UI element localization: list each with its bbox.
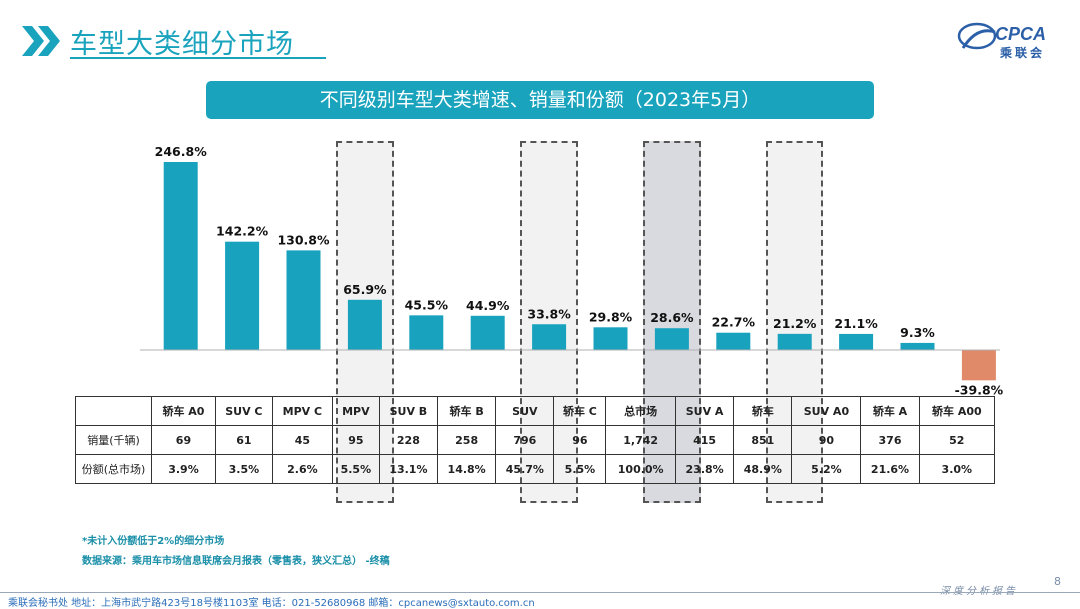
share-row-label: 份额(总市场) [75,454,152,484]
value-label-11: 21.1% [834,316,878,331]
value-label-13: -39.8% [955,382,1004,397]
bar-13 [961,350,996,381]
category-cell-5: 轿车 B [437,396,497,426]
double-chevron-icon [22,26,60,56]
category-cell-1: SUV C [214,396,273,426]
sales-cell-9: 415 [674,425,735,455]
bar-12 [900,342,935,350]
value-label-3: 65.9% [343,282,387,297]
category-cell-2: MPV C [271,396,333,426]
sales-cell-8: 1,742 [605,425,676,455]
logo-cn-text: 乘联会 [1000,46,1046,60]
sales-cell-1: 61 [214,425,273,455]
bar-2 [286,250,321,350]
share-cell-13: 3.0% [918,454,996,484]
bar-9 [716,332,751,350]
value-label-8: 28.6% [650,310,694,325]
bar-1 [225,241,260,350]
value-label-0: 246.8% [155,144,208,159]
bar-10 [777,333,812,350]
sales-cell-10: 851 [733,425,793,455]
value-label-1: 142.2% [216,224,269,239]
value-label-12: 9.3% [900,325,935,340]
category-cell-9: SUV A [674,396,735,426]
share-cell-8: 100.0% [605,454,676,484]
share-cell-10: 48.9% [733,454,793,484]
value-label-7: 29.8% [589,309,633,324]
sales-cell-6: 796 [495,425,555,455]
bar-5 [470,315,505,350]
title-underline [70,57,326,59]
category-cell-4: SUV B [378,396,439,426]
value-label-10: 21.2% [773,316,817,331]
table-corner [75,396,152,426]
sales-cell-7: 96 [553,425,607,455]
sales-cell-11: 90 [791,425,862,455]
share-cell-11: 5.2% [791,454,862,484]
value-label-2: 130.8% [277,232,330,247]
category-cell-0: 轿车 A0 [151,396,216,426]
sales-cell-3: 95 [331,425,380,455]
data-source: 数据来源：乘用车市场信息联席会月报表（零售表，狭义汇总） -终稿 [82,556,390,567]
share-cell-4: 13.1% [378,454,439,484]
sales-cell-0: 69 [151,425,216,455]
sales-cell-12: 376 [860,425,920,455]
value-label-group: 246.8% 142.2% 130.8% 65.9% 45.5% 44.9% 33.8% 29… [155,144,1004,397]
bar-4 [409,315,444,350]
value-label-5: 44.9% [466,298,510,313]
category-cell-13: 轿车 A00 [918,396,996,426]
category-row: 轿车 A0 SUV C MPV C MPV SUV B 轿车 B SUV 轿车 C 总市场 SUV… [75,396,996,426]
bar-chart: 246.8% 142.2% 130.8% 65.9% 45.5% 44.9% 33.8% 29… [140,144,1004,397]
sales-row: 销量(千辆) 69 61 45 95 228 258 796 96 1,742 415 851 90 3… [75,425,996,455]
footnote: *未计入份额低于2%的细分市场 [82,536,225,547]
category-cell-8: 总市场 [605,396,676,426]
page-number: 8 [1054,575,1061,588]
category-cell-7: 轿车 C [553,396,607,426]
share-cell-3: 5.5% [331,454,380,484]
logo-text: CPCA [995,24,1046,44]
cpca-logo-icon: CPCA [957,22,1046,50]
category-cell-11: SUV A0 [791,396,862,426]
page-title: 车型大类细分市场 [70,29,294,60]
category-cell-6: SUV [495,396,555,426]
sales-cell-4: 228 [378,425,439,455]
bar-7 [593,327,628,350]
footer-contact: 乘联会秘书处 地址：上海市武宁路423号18号楼1103室 电话：021-526… [8,598,535,609]
category-cell-10: 轿车 [733,396,793,426]
chart-subtitle: 不同级别车型大类增速、销量和份额（2023年5月） [206,81,874,119]
bar-11 [839,333,874,350]
share-cell-0: 3.9% [151,454,216,484]
bar-3 [347,299,382,350]
bar-group [163,162,996,381]
value-label-4: 45.5% [405,297,449,312]
sales-cell-13: 52 [918,425,996,455]
share-cell-6: 45.7% [495,454,555,484]
sales-cell-5: 258 [437,425,497,455]
share-cell-1: 3.5% [214,454,273,484]
share-row: 份额(总市场) 3.9% 3.5% 2.6% 5.5% 13.1% 14.8% 45.7% 5… [75,454,996,484]
data-table: 轿车 A0 SUV C MPV C MPV SUV B 轿车 B SUV 轿车 C 总市场 SUV… [75,396,996,484]
bar-0 [163,162,198,350]
category-cell-12: 轿车 A [860,396,920,426]
bar-6 [532,324,567,350]
notes-block: *未计入份额低于2%的细分市场 数据来源：乘用车市场信息联席会月报表（零售表，狭… [82,532,390,572]
share-cell-2: 2.6% [271,454,333,484]
share-cell-12: 21.6% [860,454,920,484]
sales-cell-2: 45 [271,425,333,455]
footer-divider [0,592,1080,593]
value-label-9: 22.7% [712,315,756,330]
bar-8 [654,328,689,350]
sales-row-label: 销量(千辆) [75,425,152,455]
share-cell-9: 23.8% [674,454,735,484]
share-cell-5: 14.8% [437,454,497,484]
category-cell-3: MPV [331,396,380,426]
value-label-6: 33.8% [527,306,571,321]
share-cell-7: 5.5% [553,454,607,484]
report-type: 深度分析报告 [940,582,1018,597]
